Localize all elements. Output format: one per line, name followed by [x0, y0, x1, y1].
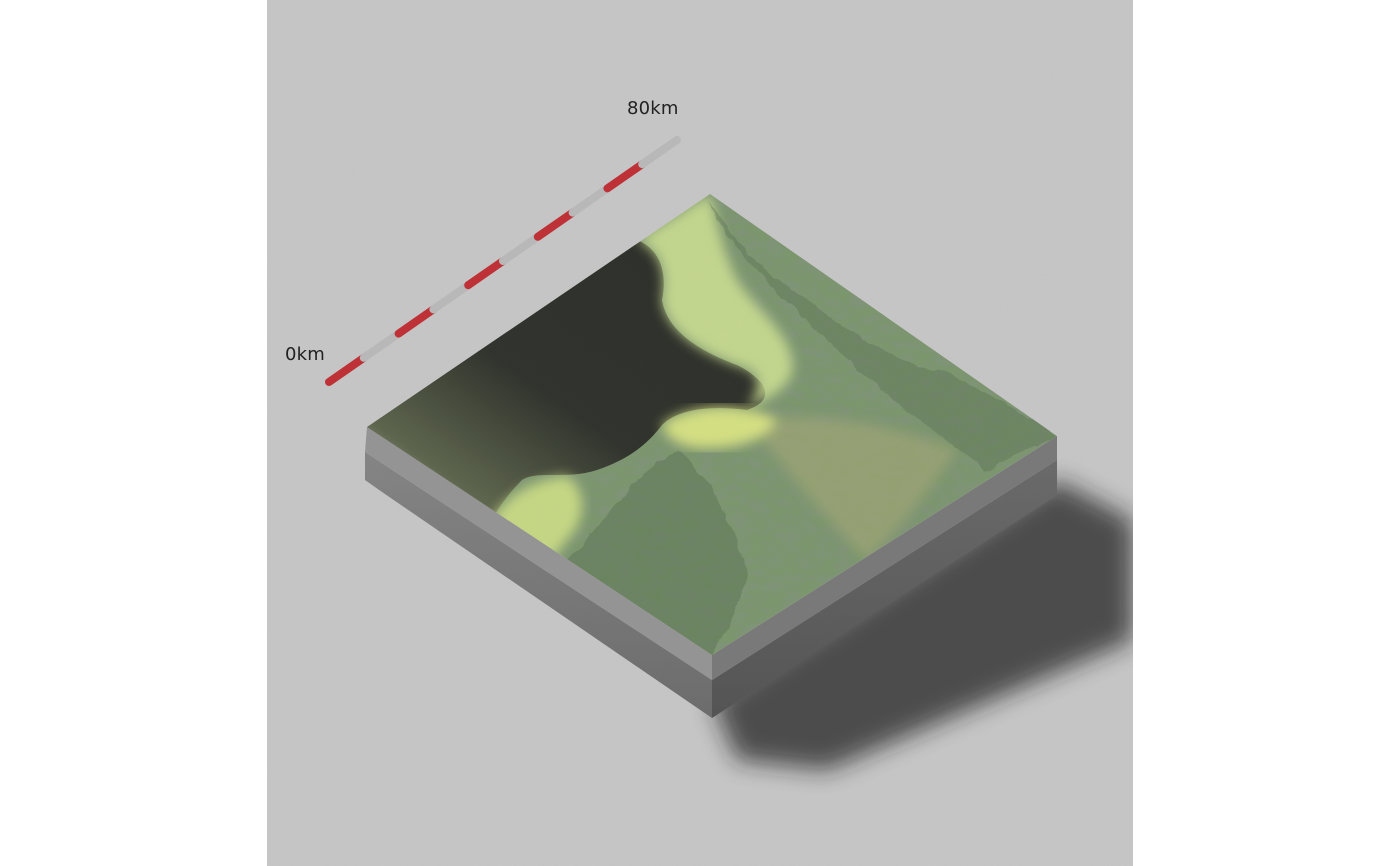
- terrain-map-graphic: [267, 0, 1133, 866]
- map-render: 0km 80km: [267, 0, 1133, 866]
- scale-end-label: 80km: [627, 98, 679, 119]
- scale-start-label: 0km: [285, 344, 326, 365]
